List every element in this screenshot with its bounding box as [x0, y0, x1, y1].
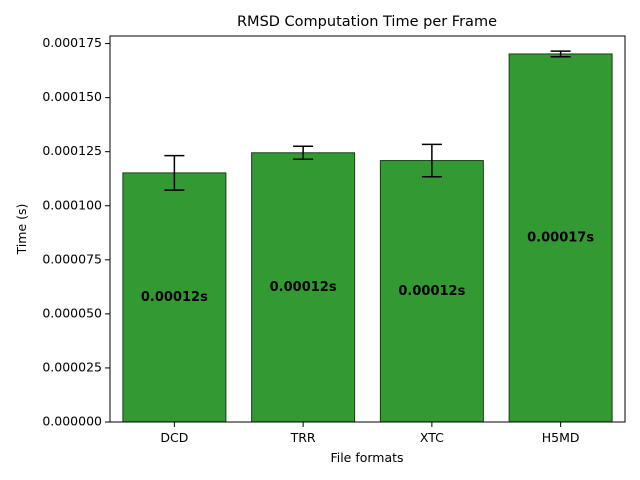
y-tick-label: 0.000100	[42, 197, 102, 212]
x-axis-label: File formats	[330, 450, 403, 465]
y-axis-label: Time (s)	[14, 204, 29, 256]
bar-trr	[251, 152, 356, 423]
chart-title: RMSD Computation Time per Frame	[237, 14, 497, 30]
y-tick-label: 0.000000	[42, 414, 102, 429]
y-tick-label: 0.000125	[42, 143, 102, 158]
bar-value-label-h5md: 0.00017s	[527, 230, 594, 245]
plot-frame	[109, 35, 626, 423]
x-tick-label-trr: TRR	[290, 430, 316, 445]
y-tick-label: 0.000150	[42, 89, 102, 104]
y-tick-label: 0.000075	[42, 251, 102, 266]
y-tick-label: 0.000025	[42, 359, 102, 374]
bar-value-label-xtc: 0.00012s	[398, 284, 465, 299]
plot-area: 0.00012s DCD 0.00012s TRR 0.00012s XTC 0.00017…	[42, 35, 626, 445]
y-tick-label: 0.000175	[42, 35, 102, 50]
bar-value-label-dcd: 0.00012s	[141, 290, 208, 305]
x-tick-label-h5md: H5MD	[542, 430, 580, 445]
bar-h5md	[508, 53, 613, 423]
bar-dcd	[122, 172, 227, 423]
x-tick-label-xtc: XTC	[420, 430, 444, 445]
x-tick-label-dcd: DCD	[160, 430, 188, 445]
bar-value-label-trr: 0.00012s	[270, 280, 337, 295]
y-tick-label: 0.000050	[42, 305, 102, 320]
